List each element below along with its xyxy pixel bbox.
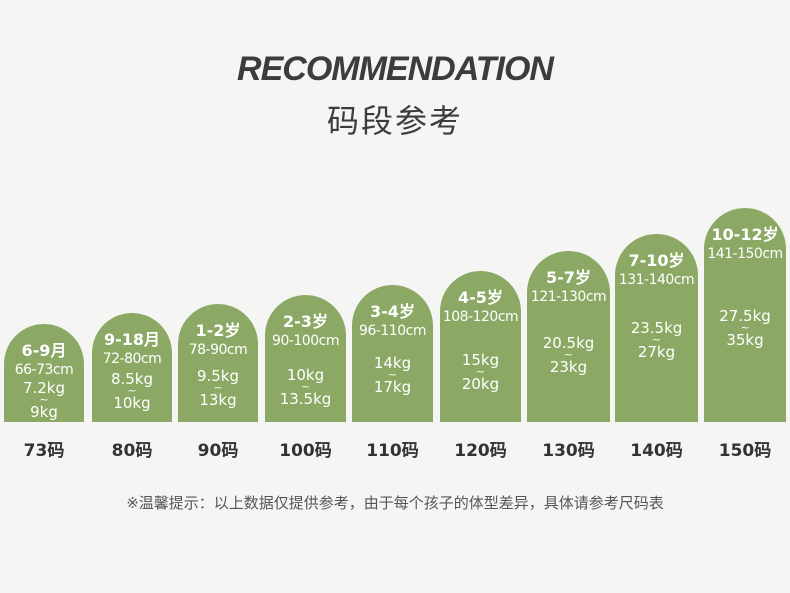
bar-height-label: 141-150cm [707,246,783,262]
size-label: 110码 [366,441,419,461]
bar-weight-sep: ~ [39,393,49,406]
bar-height-label: 96-110cm [359,323,426,339]
bar-age-label: 6-9月 [21,341,67,360]
bar-weight-max: 13.5kg [279,390,332,408]
bar-weight-sep: ~ [563,348,574,361]
size-label: 100码 [279,441,332,461]
bar-weights: 20.5kg ~ 23kg [527,335,610,375]
bar-weight-min: 7.2kg [22,379,66,397]
bar-height-label: 121-130cm [530,289,607,305]
bar-age-label: 4-5岁 [458,288,503,307]
bar-age-label: 9-18月 [103,330,161,349]
bar-age-label: 5-7岁 [546,268,591,287]
size-label: 120码 [454,441,507,461]
size-bar-120: 4-5岁 108-120cm 15kg ~ 20kg [440,271,521,422]
bar-age-label: 3-4岁 [370,302,415,321]
size-note: ※温馨提示：以上数据仅提供参考，由于每个孩子的体型差异，具体请参考尺码表 [126,494,664,512]
bar-height-label: 131-140cm [618,272,695,288]
bar-weight-min: 10kg [286,366,325,384]
title-chinese: 码段参考 [326,102,463,140]
bar-weight-sep: ~ [300,380,311,393]
bar-weights: 23.5kg ~ 27kg [615,320,698,360]
bar-height-label: 78-90cm [188,342,248,358]
bar-height-label: 108-120cm [442,309,519,325]
bar-weight-sep: ~ [213,381,223,394]
size-bar-100: 2-3岁 90-100cm 10kg ~ 13.5kg [265,295,346,422]
bar-weight-min: 8.5kg [110,370,154,388]
bar-weight-max: 27kg [637,343,676,361]
size-label: 80码 [111,441,153,461]
size-bar-110: 3-4岁 96-110cm 14kg ~ 17kg [352,285,433,422]
bar-weight-sep: ~ [740,321,750,334]
size-bar-73: 6-9月 66-73cm 7.2kg ~ 9kg [4,324,84,422]
bar-weight-sep: ~ [651,333,662,346]
bar-weight-max: 13kg [199,391,237,409]
bar-weight-min: 14kg [373,354,412,372]
bar-age-label: 7-10岁 [628,251,685,270]
bar-weight-max: 10kg [113,394,151,412]
size-label: 130码 [542,441,595,461]
size-label: 150码 [718,441,772,461]
bar-age-label: 10-12岁 [711,225,779,244]
bar-weight-max: 23kg [549,358,588,376]
bar-weights: 8.5kg ~ 10kg [92,371,172,411]
size-bar-80: 9-18月 72-80cm 8.5kg ~ 10kg [92,313,172,422]
bar-weights: 10kg ~ 13.5kg [265,367,346,407]
bar-weight-max: 9kg [30,403,58,421]
bar-weight-sep: ~ [387,368,398,381]
bar-height-label: 90-100cm [272,333,339,349]
bar-weight-max: 20kg [461,375,500,393]
bar-weight-min: 9.5kg [196,367,240,385]
bar-height-label: 66-73cm [14,362,74,378]
bar-weight-min: 27.5kg [719,307,771,325]
bar-weight-max: 17kg [373,378,412,396]
bar-weights: 14kg ~ 17kg [352,355,433,395]
bar-weights: 27.5kg ~ 35kg [704,308,786,348]
bar-weights: 7.2kg ~ 9kg [4,380,84,420]
bar-weight-min: 23.5kg [630,319,683,337]
size-label: 140码 [630,441,683,461]
size-bar-90: 1-2岁 78-90cm 9.5kg ~ 13kg [178,304,258,422]
bar-weight-min: 20.5kg [542,334,595,352]
size-bar-140: 7-10岁 131-140cm 23.5kg ~ 27kg [615,234,698,422]
bar-age-label: 1-2岁 [195,321,241,340]
bar-weights: 15kg ~ 20kg [440,352,521,392]
bar-weight-min: 15kg [461,351,500,369]
size-label: 73码 [23,441,65,461]
bar-weight-sep: ~ [475,365,486,378]
bar-weight-sep: ~ [127,384,137,397]
size-bar-150: 10-12岁 141-150cm 27.5kg ~ 35kg [704,208,786,422]
bar-weight-max: 35kg [726,331,764,349]
title-english: RECOMMENDATION [237,50,554,88]
bar-weights: 9.5kg ~ 13kg [178,368,258,408]
size-bar-130: 5-7岁 121-130cm 20.5kg ~ 23kg [527,251,610,422]
bar-height-label: 72-80cm [102,351,162,367]
bar-age-label: 2-3岁 [283,312,328,331]
size-label: 90码 [197,441,239,461]
